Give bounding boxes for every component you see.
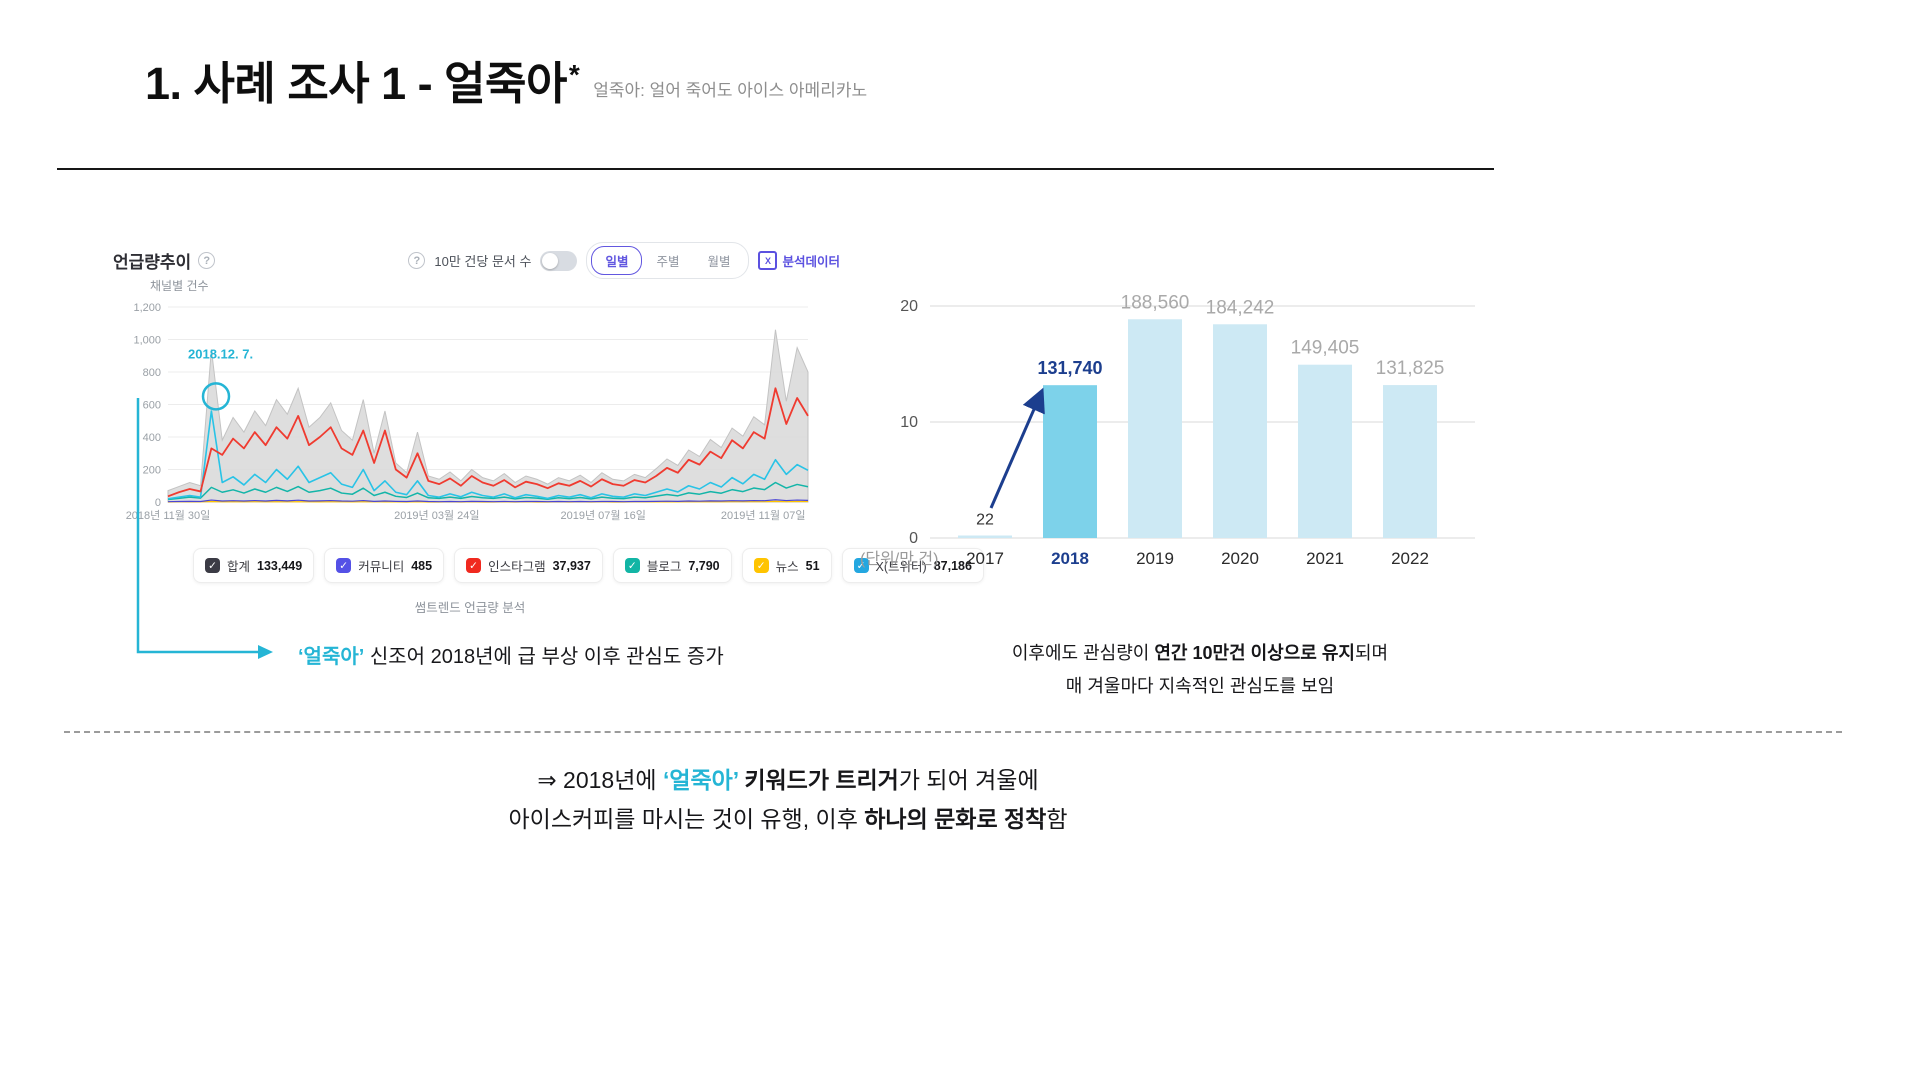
svg-text:184,242: 184,242 (1206, 297, 1275, 318)
channel-legend: ✓ 합계 133,449 ✓ 커뮤니티 485 ✓ 인스타그램 37,937 ✓… (193, 548, 984, 583)
period-tab-monthly[interactable]: 월별 (707, 255, 731, 269)
conclusion-line1: ⇒ 2018년에 ‘얼죽아’ 키워드가 트리거가 되어 겨울에 (537, 767, 1039, 793)
period-tab-weekly[interactable]: 주별 (656, 255, 680, 269)
source-caption: 썸트렌드 언급량 분석 (414, 601, 526, 615)
conclusion-line2: 아이스커피를 마시는 것이 유행, 이후 하나의 문화로 정착함 (508, 806, 1068, 832)
svg-text:800: 800 (143, 367, 161, 379)
legend-label: X(트위터) (875, 560, 927, 574)
page-title: 1. 사례 조사 1 - 얼죽아* (145, 58, 580, 109)
period-tab-group: 일별 주별 월별 (586, 242, 750, 279)
right-caption-line1: 이후에도 관심량이 연간 10만건 이상으로 유지되며 (1011, 643, 1389, 663)
yearly-mentions-bar-chart: 01020222017131,7402018188,5602019184,242… (860, 292, 1475, 568)
channel-count-axis-label: 채널별 건수 (150, 279, 209, 293)
legend-count: 87,186 (933, 558, 972, 573)
legend-count: 7,790 (688, 558, 720, 573)
legend-label: 합계 (227, 560, 251, 574)
svg-text:2019: 2019 (1136, 549, 1174, 568)
svg-text:2021: 2021 (1306, 549, 1344, 568)
checkbox-icon: ✓ (205, 558, 220, 573)
svg-text:131,825: 131,825 (1376, 358, 1445, 379)
legend-item-twitter[interactable]: ✓ X(트위터) 87,186 (841, 548, 984, 583)
legend-count: 485 (411, 558, 433, 573)
title-divider (57, 168, 1494, 170)
svg-text:1,000: 1,000 (133, 335, 161, 347)
checkbox-icon: ✓ (336, 558, 352, 573)
svg-text:(단위/만 건): (단위/만 건) (860, 550, 938, 568)
checkbox-icon: ✓ (624, 558, 640, 573)
svg-text:10: 10 (900, 414, 918, 431)
legend-item-total[interactable]: ✓ 합계 133,449 (193, 548, 315, 583)
svg-text:2019년 07월 16일: 2019년 07월 16일 (560, 508, 645, 522)
svg-text:2018년 11월 30일: 2018년 11월 30일 (126, 508, 211, 522)
svg-text:600: 600 (143, 400, 161, 412)
right-chart-caption: 이후에도 관심량이 연간 10만건 이상으로 유지되며 매 겨울마다 지속적인 … (905, 637, 1495, 703)
legend-count: 133,449 (257, 558, 303, 573)
help-icon[interactable]: ? (408, 252, 426, 269)
title-note: 얼죽아: 얼어 죽어도 아이스 아메리카노 (593, 80, 868, 100)
toggle-knob (542, 252, 559, 269)
svg-text:188,560: 188,560 (1121, 292, 1190, 313)
mention-trend-panel-header: 언급량추이 ? ? 10만 건당 문서 수 일별 주별 월별 X 분석데이터 (113, 242, 840, 279)
left-caption-highlight: ‘얼죽아’ (298, 646, 365, 668)
legend-count: 51 (805, 558, 820, 573)
svg-text:2017: 2017 (966, 549, 1004, 568)
legend-label: 인스타그램 (488, 560, 546, 574)
svg-text:0: 0 (909, 530, 918, 547)
legend-item-community[interactable]: ✓ 커뮤니티 485 (324, 548, 445, 583)
svg-text:1,200: 1,200 (133, 302, 161, 314)
svg-text:22: 22 (976, 512, 994, 529)
callout-arrow (136, 398, 273, 659)
analysis-data-label: 분석데이터 (782, 255, 840, 269)
svg-text:2018: 2018 (1051, 549, 1089, 568)
legend-label: 커뮤니티 (358, 560, 405, 574)
svg-text:149,405: 149,405 (1291, 338, 1360, 359)
panel-title: 언급량추이 (113, 253, 192, 272)
legend-item-news[interactable]: ✓ 뉴스 51 (741, 548, 832, 583)
legend-label: 블로그 (646, 560, 682, 574)
checkbox-icon: ✓ (466, 558, 482, 573)
panel-controls: ? 10만 건당 문서 수 일별 주별 월별 X 분석데이터 (408, 242, 840, 279)
svg-text:2018.12. 7.: 2018.12. 7. (188, 346, 253, 361)
checkbox-icon: ✓ (753, 558, 769, 573)
per-100k-toggle[interactable] (540, 250, 578, 271)
help-icon[interactable]: ? (198, 252, 216, 269)
title-asterisk: * (568, 59, 580, 90)
panel-title-group: 언급량추이 ? (113, 248, 216, 273)
left-caption-text: 신조어 2018년에 급 부상 이후 관심도 증가 (364, 646, 724, 668)
title-row: 1. 사례 조사 1 - 얼죽아* 얼죽아: 얼어 죽어도 아이스 아메리카노 (145, 58, 867, 110)
svg-text:2020: 2020 (1221, 549, 1259, 568)
conclusion-text: ⇒ 2018년에 ‘얼죽아’ 키워드가 트리거가 되어 겨울에 아이스커피를 마… (288, 761, 1288, 839)
svg-text:0: 0 (155, 497, 161, 509)
dashed-divider (64, 731, 1842, 733)
checkbox-icon: ✓ (853, 558, 869, 573)
svg-text:200: 200 (143, 465, 161, 477)
legend-count: 37,937 (552, 558, 591, 573)
right-caption-line2: 매 겨울마다 지속적인 관심도를 보임 (1065, 676, 1335, 696)
doc-count-label: 10만 건당 문서 수 (434, 254, 532, 269)
svg-text:20: 20 (900, 298, 918, 315)
excel-icon: X (758, 251, 778, 270)
svg-text:131,740: 131,740 (1037, 358, 1102, 378)
left-chart-caption: ‘얼죽아’ 신조어 2018년에 급 부상 이후 관심도 증가 (298, 640, 724, 669)
analysis-data-button[interactable]: X 분석데이터 (758, 251, 840, 270)
svg-text:400: 400 (143, 432, 161, 444)
legend-item-blog[interactable]: ✓ 블로그 7,790 (612, 548, 732, 583)
legend-label: 뉴스 (775, 560, 799, 574)
svg-text:2019년 03월 24일: 2019년 03월 24일 (394, 508, 479, 522)
svg-text:2022: 2022 (1391, 549, 1429, 568)
legend-item-instagram[interactable]: ✓ 인스타그램 37,937 (454, 548, 603, 583)
svg-text:2019년 11월 07일: 2019년 11월 07일 (721, 508, 806, 522)
period-tab-daily[interactable]: 일별 (591, 246, 643, 275)
